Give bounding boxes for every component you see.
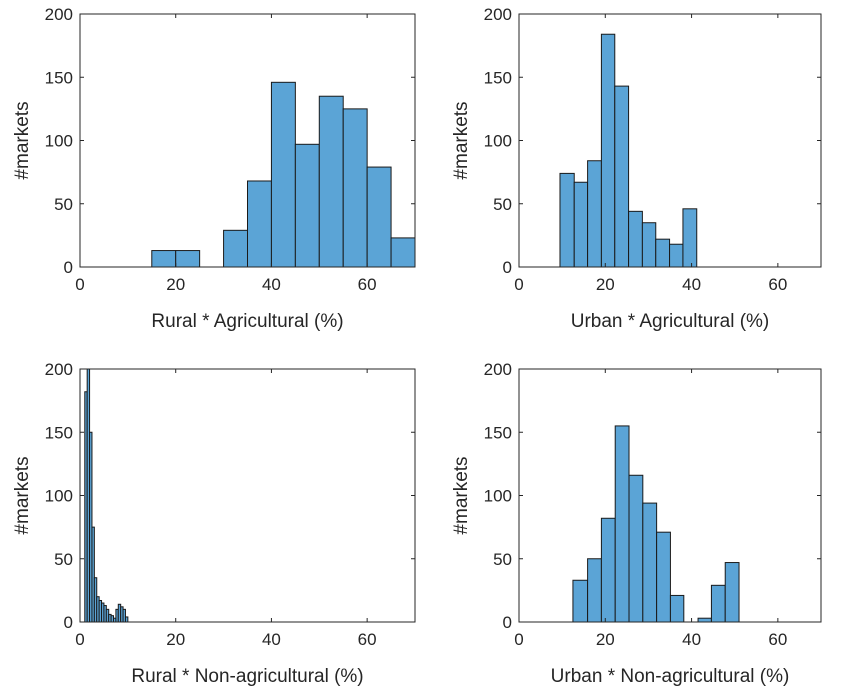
rural-nonagri-x-tick-label: 0 — [75, 630, 84, 649]
urban-nonagri-y-tick-label: 0 — [503, 613, 512, 632]
urban-agri-bar — [682, 208, 698, 268]
rural-agri-bar — [270, 81, 296, 268]
urban-agri-y-tick-label: 0 — [503, 258, 512, 277]
urban-agri-x-tick-label: 0 — [514, 275, 523, 294]
rural-agri-y-tick-label: 100 — [45, 132, 73, 151]
rural-agri-y-tick-label: 0 — [64, 258, 73, 277]
urban-agri-bar — [669, 243, 684, 268]
rural-agri-bar — [390, 237, 416, 268]
rural-agri-y-axis-label: #markets — [12, 101, 33, 179]
urban-nonagri-bar — [710, 584, 726, 623]
urban-agri-panel: 0 20 40 60 0 50 100 150 200 Urban * Agricultural … — [451, 5, 822, 332]
rural-agri-x-tick-label: 60 — [358, 275, 377, 294]
urban-agri-x-tick-label: 20 — [596, 275, 615, 294]
urban-agri-bar — [655, 238, 671, 268]
urban-agri-y-tick-label: 200 — [484, 5, 512, 24]
rural-nonagri-y-tick-label: 50 — [54, 550, 73, 569]
rural-nonagri-bar — [124, 616, 129, 623]
urban-nonagri-x-tick-label: 40 — [682, 630, 701, 649]
urban-nonagri-x-tick-label: 60 — [768, 630, 787, 649]
urban-agri-x-axis-label: Urban * Agricultural (%) — [571, 311, 770, 332]
rural-nonagri-y-tick-label: 100 — [45, 487, 73, 506]
urban-nonagri-x-tick-label: 0 — [514, 630, 523, 649]
rural-nonagri-y-axis-label: #markets — [12, 456, 33, 534]
urban-nonagri-bar — [642, 502, 658, 623]
urban-agri-bar — [600, 33, 616, 268]
rural-agri-bar — [342, 108, 368, 268]
urban-agri-x-tick-label: 60 — [768, 275, 787, 294]
urban-nonagri-bar — [572, 579, 589, 623]
urban-nonagri-x-axis-label: Urban * Non-agricultural (%) — [551, 666, 790, 687]
urban-nonagri-y-tick-label: 150 — [484, 423, 512, 442]
rural-nonagri-y-tick-label: 200 — [45, 360, 73, 379]
urban-nonagri-bar — [697, 617, 712, 623]
rural-agri-x-tick-label: 40 — [262, 275, 281, 294]
rural-agri-bar — [247, 180, 272, 268]
rural-agri-bar — [366, 166, 392, 268]
urban-nonagri-y-tick-label: 50 — [493, 550, 512, 569]
urban-agri-y-tick-label: 50 — [493, 195, 512, 214]
urban-agri-bar — [573, 181, 589, 268]
urban-agri-bar — [587, 160, 602, 268]
rural-agri-bar — [223, 229, 248, 268]
rural-agri-bar — [151, 250, 177, 268]
rural-agri-x-tick-label: 0 — [75, 275, 84, 294]
rural-agri-y-tick-label: 200 — [45, 5, 73, 24]
urban-nonagri-y-tick-label: 100 — [484, 487, 512, 506]
rural-nonagri-axes-box — [79, 368, 416, 623]
urban-nonagri-bar — [724, 562, 740, 623]
rural-nonagri-x-tick-label: 20 — [166, 630, 185, 649]
rural-agri-y-tick-label: 50 — [54, 195, 73, 214]
urban-nonagri-bar — [600, 517, 616, 623]
rural-nonagri-x-tick-label: 60 — [358, 630, 377, 649]
urban-agri-bar — [614, 85, 630, 268]
urban-agri-y-tick-label: 100 — [484, 132, 512, 151]
urban-nonagri-y-axis-label: #markets — [451, 456, 472, 534]
urban-nonagri-y-tick-label: 200 — [484, 360, 512, 379]
urban-nonagri-bar — [614, 425, 630, 623]
urban-agri-bar — [559, 172, 575, 268]
rural-nonagri-x-axis-label: Rural * Non-agricultural (%) — [131, 666, 363, 687]
rural-nonagri-panel: 0 20 40 60 0 50 100 150 200 Rural * Non-agricultu… — [12, 360, 416, 687]
urban-nonagri-bar — [587, 558, 602, 623]
rural-agri-bar — [318, 95, 344, 268]
rural-agri-panel: 0 20 40 60 0 50 100 150 200 Rural * Agricultural … — [12, 5, 416, 332]
urban-nonagri-bar — [656, 531, 671, 623]
urban-agri-y-tick-label: 150 — [484, 68, 512, 87]
urban-nonagri-bar — [669, 594, 685, 623]
rural-agri-bar — [294, 143, 320, 268]
rural-nonagri-x-tick-label: 40 — [262, 630, 281, 649]
rural-agri-x-axis-label: Rural * Agricultural (%) — [151, 311, 343, 332]
rural-agri-bar — [175, 250, 201, 268]
rural-agri-y-tick-label: 150 — [45, 68, 73, 87]
rural-nonagri-y-tick-label: 0 — [64, 613, 73, 632]
urban-nonagri-panel: 0 20 40 60 0 50 100 150 200 Urban * Non-agricultu… — [451, 360, 822, 687]
rural-agri-x-tick-label: 20 — [166, 275, 185, 294]
urban-agri-x-tick-label: 40 — [682, 275, 701, 294]
urban-agri-bar — [628, 210, 643, 268]
urban-nonagri-bar — [628, 474, 644, 623]
urban-agri-bar — [641, 222, 657, 268]
urban-agri-y-axis-label: #markets — [451, 101, 472, 179]
rural-nonagri-y-tick-label: 150 — [45, 423, 73, 442]
urban-nonagri-x-tick-label: 20 — [596, 630, 615, 649]
